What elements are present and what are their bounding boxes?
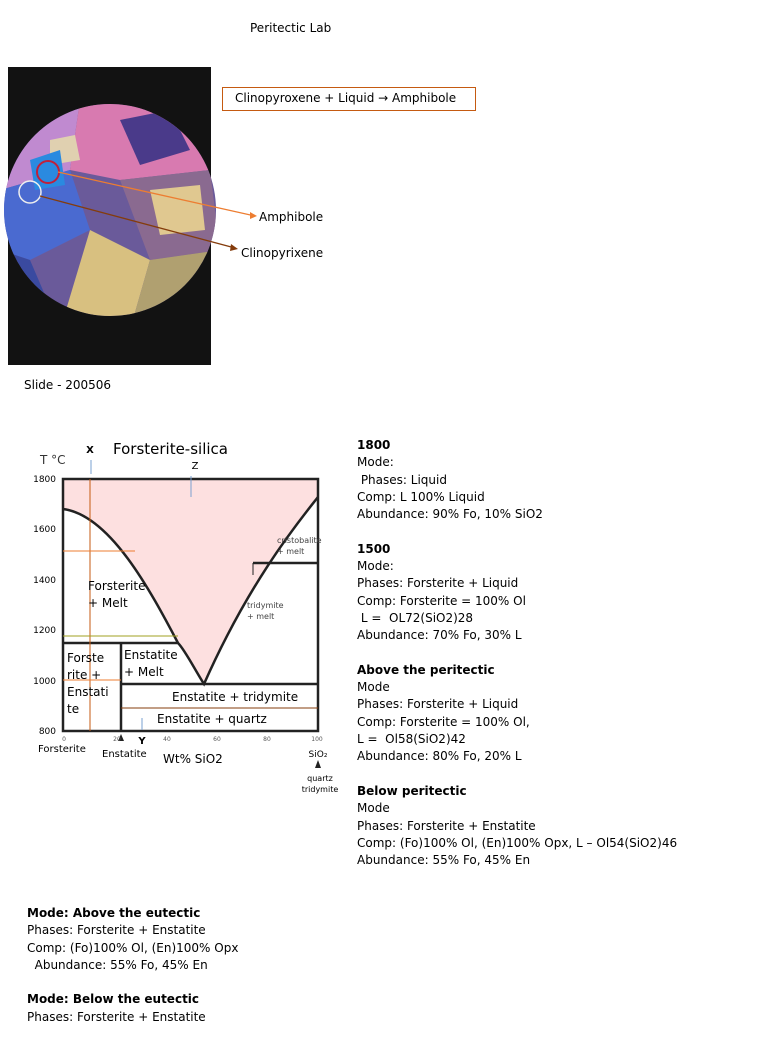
- note-heading: Mode: Below the eutectic: [27, 992, 200, 1007]
- field-label: cristobalite: [277, 536, 322, 545]
- photo-label: Clinopyrixene: [241, 246, 323, 260]
- field-label: + melt: [247, 612, 274, 621]
- x-axis-label: Wt% SiO2: [163, 752, 223, 766]
- y-tick-label: 1200: [33, 626, 56, 636]
- note-heading: Above the peritectic: [357, 662, 495, 677]
- note-line: Abundance: 90% Fo, 10% SiO2: [357, 507, 543, 522]
- note-line: Phases: Liquid: [357, 472, 447, 487]
- note-line: Comp: Forsterite = 100% Ol: [357, 593, 526, 608]
- note-line: Phases: Forsterite + Liquid: [357, 697, 519, 712]
- x-tick-label: 40: [163, 736, 171, 743]
- note-line: L = Ol58(SiO2)42: [357, 732, 466, 747]
- note-heading: 1500: [357, 541, 391, 556]
- end-label: SiO₂: [309, 750, 328, 760]
- field-label: Enstatite: [124, 648, 178, 662]
- silica-phase: quartz: [307, 774, 333, 783]
- note-heading: Mode: Above the eutectic: [27, 906, 201, 920]
- note-line: Comp: L 100% Liquid: [357, 489, 485, 504]
- note-section: Below peritectic Mode Phases: Forsterite +…: [357, 783, 677, 869]
- reaction-box: Clinopyroxene + Liquid → Amphibole: [222, 87, 476, 111]
- end-label: Forsterite: [38, 744, 86, 755]
- note-section: 1500 Mode: Phases: Forsterite + Liquid Comp…: [357, 541, 677, 645]
- y-tick-label: 1400: [33, 576, 56, 586]
- field-label: Enstatite + quartz: [157, 712, 267, 726]
- field-label: Enstatite + tridymite: [172, 690, 298, 704]
- note-section: Mode: Above the eutectic Phases: Forsteri…: [27, 905, 238, 974]
- x-tick-label: 60: [213, 736, 221, 743]
- y-tick-label: 1600: [33, 525, 56, 535]
- note-heading: 1800: [357, 438, 391, 452]
- y-tick-label: 1800: [33, 475, 56, 485]
- field-label: rite +: [67, 668, 101, 682]
- notes: 1800 Mode: Phases: Liquid Comp: L 100% Liq…: [357, 437, 677, 887]
- note-line: Comp: (Fo)100% Ol, (En)100% Opx: [27, 940, 239, 955]
- note-line: Abundance: 55% Fo, 45% En: [357, 853, 531, 868]
- note-line: L = OL72(SiO2)28: [357, 610, 474, 625]
- doc-title: Peritectic Lab: [250, 21, 332, 35]
- note-line: Abundance: 55% Fo, 45% En: [27, 957, 208, 972]
- slide-label: Slide - 200506: [24, 378, 111, 392]
- note-line: Phases: Forsterite + Enstatite: [357, 818, 536, 833]
- y-axis-label: T °C: [39, 453, 66, 467]
- x-tick-label: 100: [311, 736, 323, 743]
- note-line: Mode:: [357, 455, 394, 470]
- field-label: Forste: [67, 651, 104, 665]
- note-section: Above the peritectic Mode Phases: Forsteri…: [357, 662, 677, 766]
- end-label: Enstatite: [102, 749, 147, 760]
- x-tick-label: 0: [62, 736, 66, 743]
- note-line: Mode: [357, 680, 390, 695]
- silica-phase: tridymite: [302, 785, 339, 794]
- field-label: Forsterite: [88, 579, 145, 593]
- note-heading: Below peritectic: [357, 783, 467, 798]
- note-line: Abundance: 80% Fo, 20% L: [357, 749, 522, 764]
- x-tick-label: 20: [113, 736, 121, 743]
- marker-label: X: [86, 445, 94, 456]
- phase-diagram: Forsterite-silica T °C 1800 1600 1400 1200 100…: [33, 440, 338, 794]
- x-tick-label: 80: [263, 736, 271, 743]
- note-line: Mode:: [357, 559, 394, 574]
- note-line: Comp: (Fo)100% Ol, (En)100% Opx, L – Ol5…: [357, 835, 678, 850]
- field-label: tridymite: [247, 601, 284, 610]
- photo-label: Amphibole: [259, 210, 323, 224]
- note-line: Mode: [357, 801, 390, 816]
- field-label: + melt: [277, 547, 304, 556]
- marker-label: Z: [192, 461, 199, 472]
- field-label: + Melt: [124, 665, 164, 679]
- y-tick-label: 1000: [33, 677, 56, 687]
- y-tick-label: 800: [39, 727, 56, 737]
- note-section: Mode: Below the eutectic Phases: Forsteri…: [27, 991, 238, 1026]
- field-label: Enstati: [67, 685, 109, 699]
- note-line: Phases: Forsterite + Enstatite: [27, 1009, 206, 1024]
- note-line: Phases: Forsterite + Enstatite: [27, 923, 206, 938]
- note-line: Abundance: 70% Fo, 30% L: [357, 628, 522, 643]
- field-label: te: [67, 702, 79, 716]
- diagram-title: Forsterite-silica: [113, 440, 228, 458]
- field-label: + Melt: [88, 596, 128, 610]
- note-line: Phases: Forsterite + Liquid: [357, 576, 519, 591]
- eutectic-notes: Mode: Above the eutectic Phases: Forsteri…: [27, 905, 238, 1043]
- marker-label: Y: [137, 736, 146, 747]
- note-section: 1800 Mode: Phases: Liquid Comp: L 100% Liq…: [357, 437, 677, 523]
- note-line: Comp: Forsterite = 100% Ol,: [357, 714, 530, 729]
